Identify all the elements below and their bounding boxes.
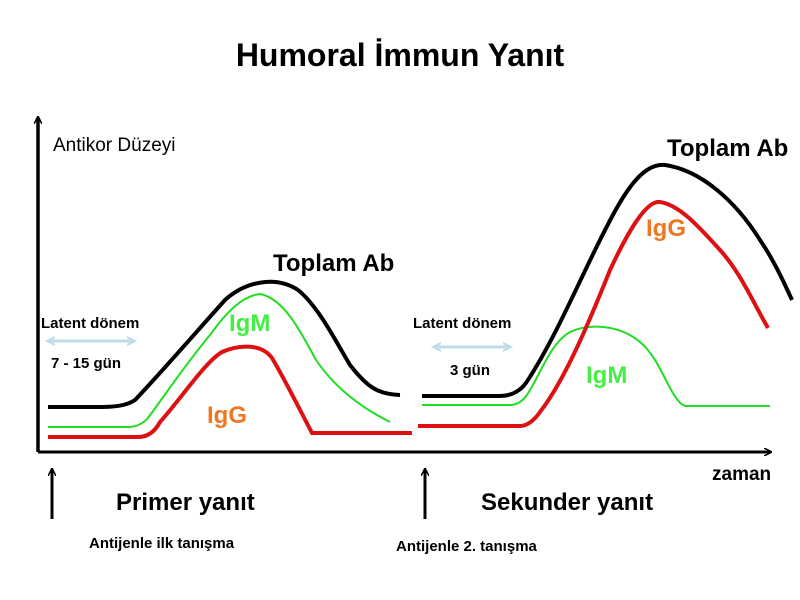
secondary-total-ab-curve [422,162,794,398]
primary-total-ab-curve [48,279,401,409]
secondary-total-ab-label: Toplam Ab [667,135,788,162]
primary-total-ab-label: Toplam Ab [273,250,394,277]
primary-igm-label: IgM [229,310,270,337]
primary-antigen-label: Antijenle ilk tanışma [89,535,235,552]
primary-igg-curve [48,344,412,439]
secondary-igg-curve [418,200,770,428]
primary-latent-duration: 7 - 15 gün [51,355,121,372]
secondary-igm-curve [422,325,770,407]
diagram-title: Humoral İmmun Yanıt [236,37,565,73]
secondary-igm-label: IgM [586,362,627,389]
secondary-latent-label: Latent dönem [413,315,511,332]
secondary-antigen-label: Antijenle 2. tanışma [396,538,538,555]
primary-igm-curve [48,292,391,428]
y-axis-label: Antikor Düzeyi [53,135,176,156]
x-axis-label: zaman [712,464,771,485]
secondary-latent-duration: 3 gün [450,362,490,379]
secondary-igg-label: IgG [646,215,686,242]
primary-latent-label: Latent dönem [41,315,139,332]
secondary-response-label: Sekunder yanıt [481,489,653,516]
primary-response-label: Primer yanıt [116,489,255,516]
primary-igg-label: IgG [207,402,247,429]
